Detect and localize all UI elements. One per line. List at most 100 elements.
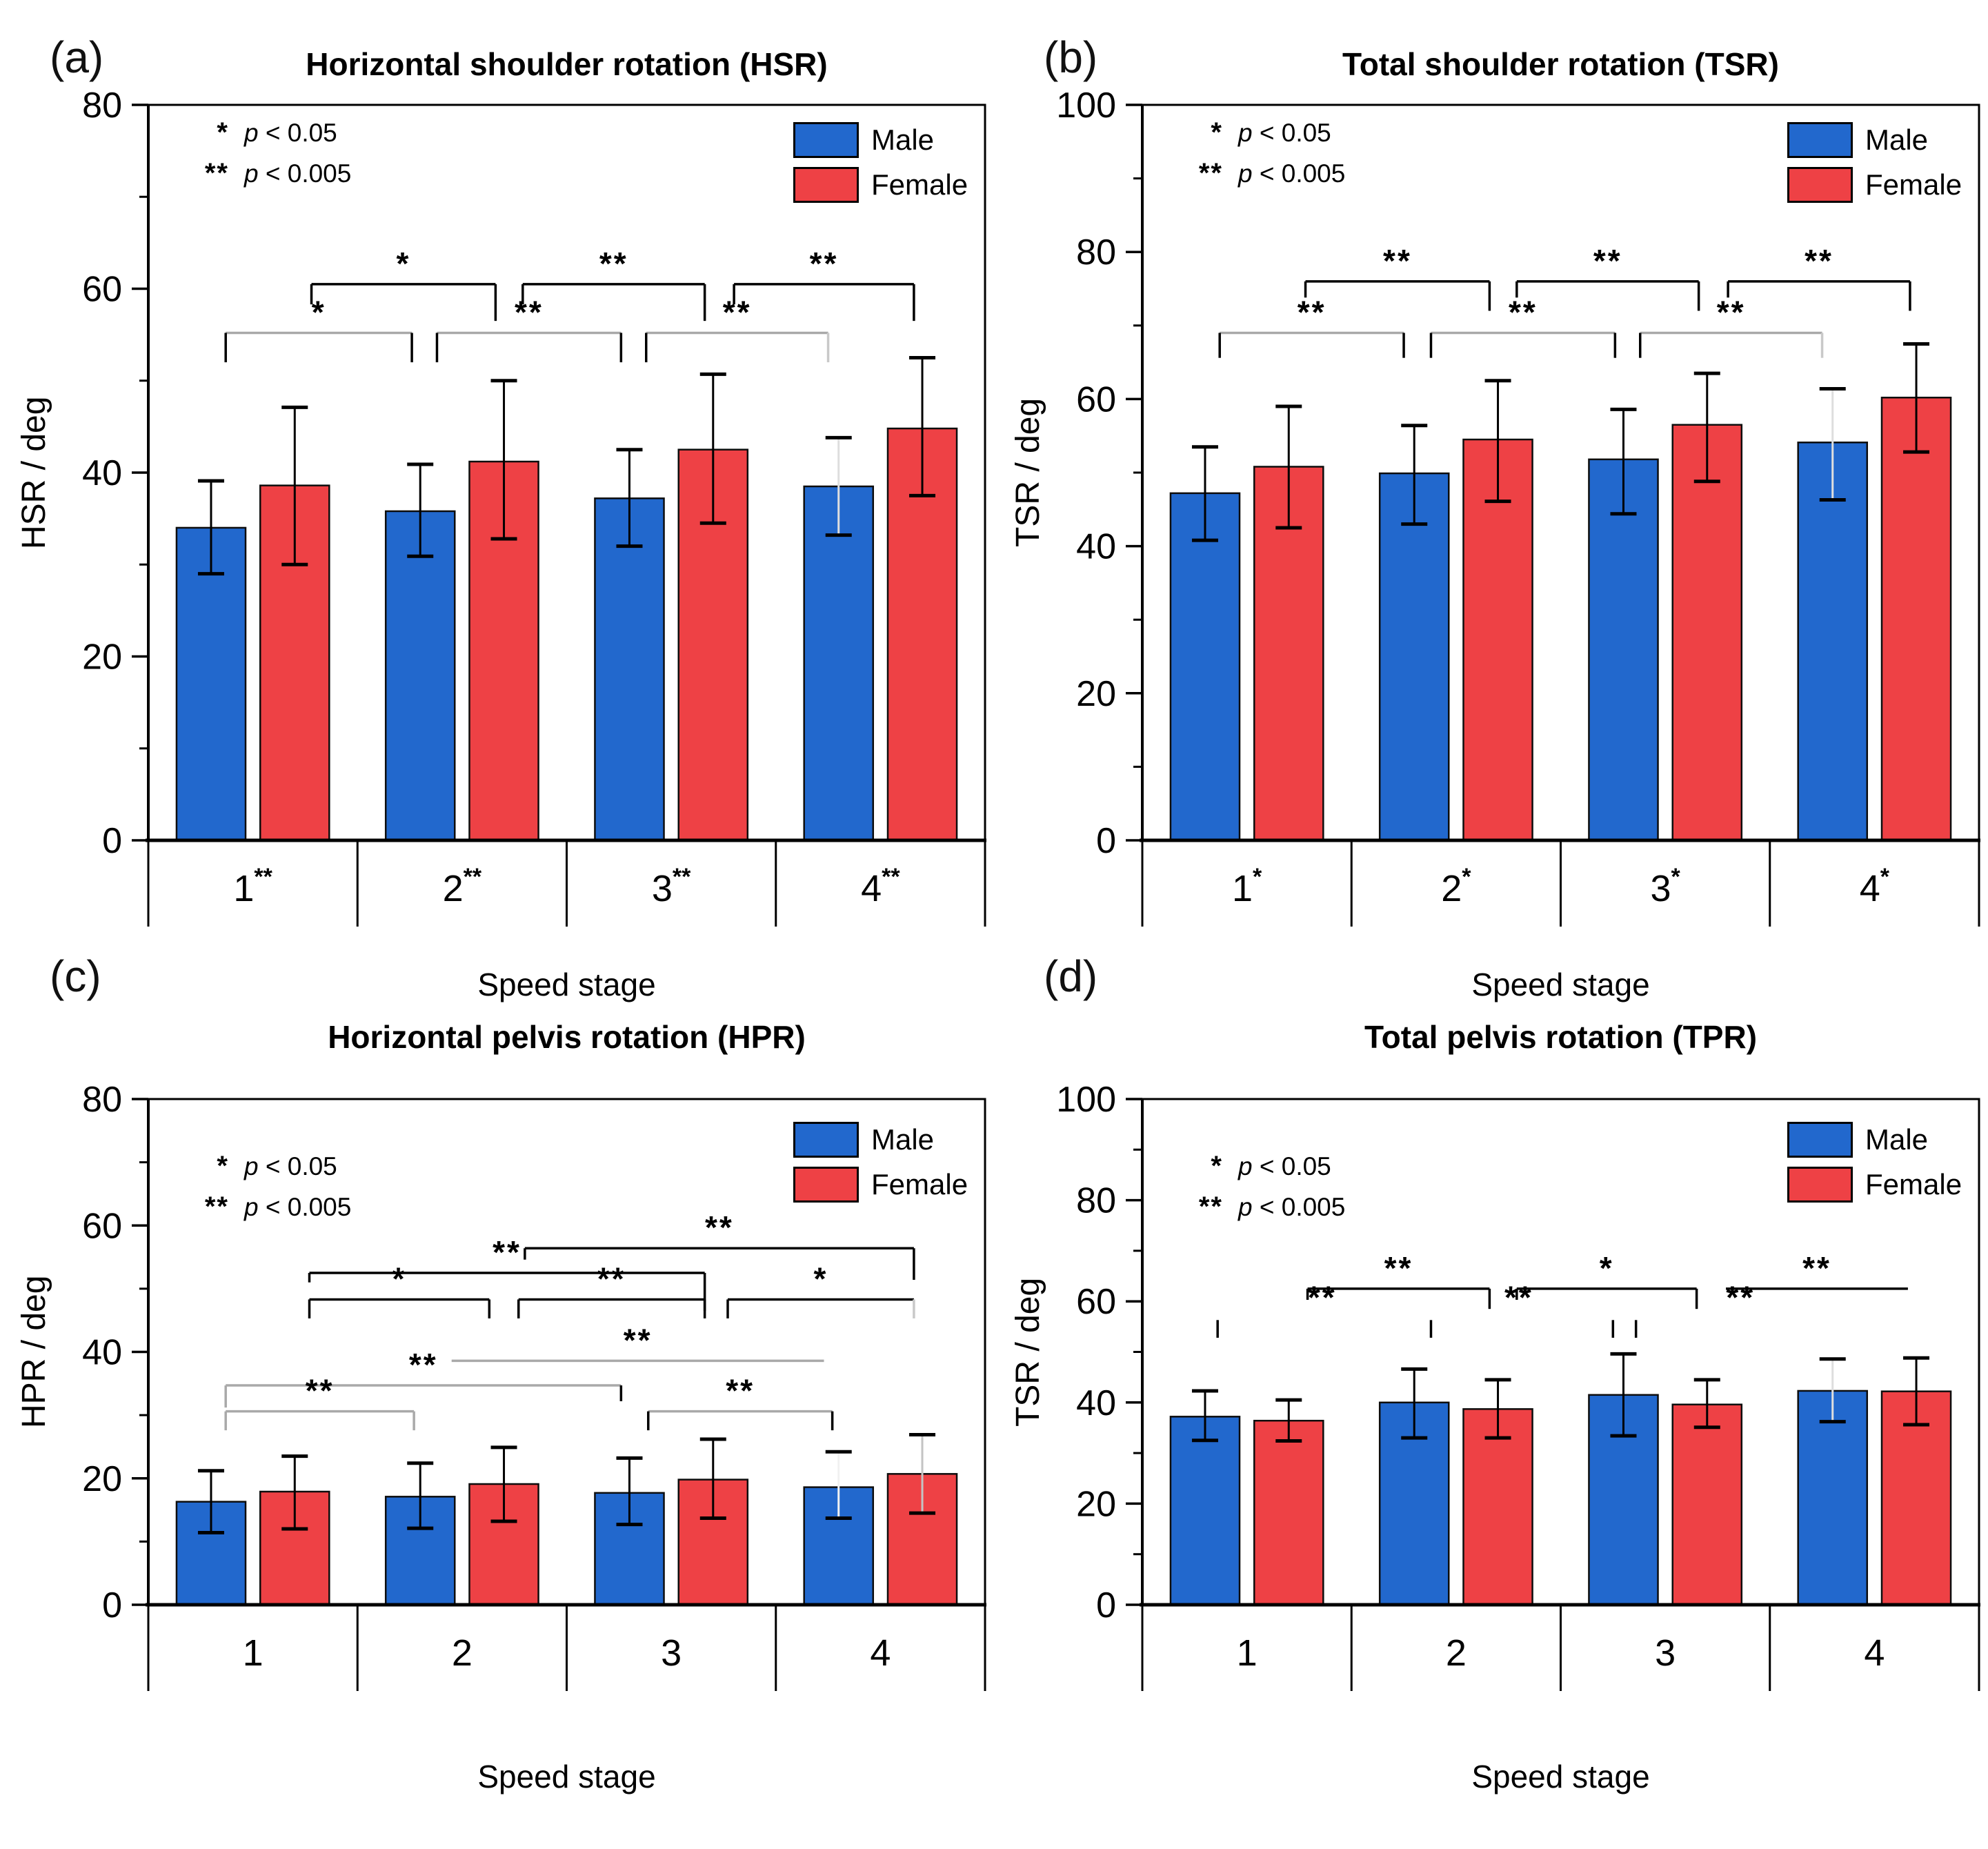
panel-c-letter: (c) [50, 951, 101, 1001]
svg-text:60: 60 [82, 270, 122, 310]
female-swatch [1787, 1167, 1853, 1203]
svg-text:0: 0 [1096, 821, 1116, 861]
panel-b-title: Total shoulder rotation (TSR) [1342, 46, 1779, 82]
svg-text:*: * [1600, 1250, 1614, 1286]
panel-d-title: Total pelvis rotation (TPR) [1364, 1019, 1758, 1055]
svg-text:4: 4 [1864, 1632, 1885, 1674]
male-swatch [1787, 1122, 1853, 1158]
female-legend-label: Female [871, 168, 968, 201]
sig-double-star: ** [1198, 1192, 1223, 1222]
male-legend-label: Male [1865, 123, 1929, 156]
panel-a-ylabel: HSR / deg [16, 396, 52, 549]
svg-text:**: ** [1308, 1279, 1337, 1315]
panel-b-letter: (b) [1044, 32, 1098, 82]
male-swatch [1787, 122, 1853, 158]
svg-text:1: 1 [1237, 1632, 1258, 1674]
female-swatch [793, 1167, 859, 1203]
panel-b-xlabel: Speed stage [1471, 967, 1650, 1002]
svg-text:2**: 2** [443, 864, 482, 909]
sig-star: * [217, 1151, 229, 1181]
sig-star: * [1211, 117, 1223, 148]
svg-text:**: ** [723, 294, 752, 330]
svg-text:**: ** [306, 1373, 335, 1409]
sig-double-star: ** [204, 158, 229, 188]
svg-text:2*: 2* [1441, 864, 1471, 909]
svg-text:3*: 3* [1650, 864, 1680, 909]
svg-text:**: ** [1384, 1250, 1413, 1286]
svg-text:20: 20 [82, 1459, 122, 1499]
svg-text:4**: 4** [861, 864, 900, 909]
svg-text:3: 3 [661, 1632, 682, 1674]
sig-star: * [217, 117, 229, 148]
male-legend-label: Male [1865, 1123, 1929, 1156]
svg-text:**: ** [1509, 294, 1538, 330]
panel-a-significance-note: * p < 0.05 ** p < 0.005 [181, 117, 351, 189]
panel-b-chart: 0 20 40 60 80 100 ** ** ** ** ** ** 1* 2* 3* 4* [1056, 86, 1980, 927]
panel-b-ylabel: TSR / deg [1010, 397, 1046, 548]
svg-text:**: ** [1717, 294, 1746, 330]
panel-a-legend: Male Female [793, 122, 968, 203]
svg-text:40: 40 [1076, 527, 1116, 567]
svg-text:60: 60 [82, 1206, 122, 1246]
svg-text:**: ** [493, 1234, 521, 1270]
panel-a-title: Horizontal shoulder rotation (HSR) [306, 46, 828, 82]
svg-text:*: * [312, 294, 326, 330]
svg-text:**: ** [624, 1322, 653, 1358]
svg-text:**: ** [599, 246, 628, 281]
panel-c-legend: Male Female [793, 1122, 968, 1203]
panel-d-legend: Male Female [1787, 1122, 1962, 1203]
svg-text:**: ** [1298, 294, 1326, 330]
female-swatch [793, 167, 859, 203]
panel-d-ylabel: TSR / deg [1010, 1277, 1046, 1427]
svg-text:40: 40 [82, 1333, 122, 1373]
svg-text:1**: 1** [233, 864, 272, 909]
svg-text:0: 0 [102, 1585, 122, 1625]
svg-text:40: 40 [1076, 1383, 1116, 1423]
male-legend-label: Male [871, 1123, 935, 1156]
svg-text:80: 80 [82, 1080, 122, 1120]
svg-text:**: ** [1726, 1279, 1755, 1315]
svg-text:80: 80 [82, 86, 122, 126]
svg-text:**: ** [810, 246, 839, 281]
svg-text:40: 40 [82, 453, 122, 493]
svg-text:0: 0 [102, 821, 122, 861]
sig-double-star: ** [1198, 158, 1223, 188]
svg-text:100: 100 [1056, 86, 1116, 126]
svg-text:**: ** [409, 1347, 438, 1383]
svg-text:4: 4 [870, 1632, 891, 1674]
female-legend-label: Female [871, 1168, 968, 1200]
svg-text:3: 3 [1655, 1632, 1676, 1674]
panel-d-significance-note: * p < 0.05 ** p < 0.005 [1175, 1151, 1345, 1223]
svg-text:*: * [392, 1260, 406, 1296]
svg-text:*: * [397, 246, 411, 281]
svg-text:100: 100 [1056, 1080, 1116, 1120]
male-swatch [793, 122, 859, 158]
panel-c-significance-note: * p < 0.05 ** p < 0.005 [181, 1151, 351, 1223]
male-swatch [793, 1122, 859, 1158]
svg-text:3**: 3** [652, 864, 691, 909]
svg-text:*: * [813, 1260, 828, 1296]
svg-text:1*: 1* [1232, 864, 1262, 909]
panel-c-ylabel: HPR / deg [16, 1275, 52, 1429]
svg-text:**: ** [1805, 243, 1833, 279]
svg-text:20: 20 [82, 637, 122, 678]
svg-text:2: 2 [1446, 1632, 1467, 1674]
panel-a-xlabel: Speed stage [477, 967, 656, 1002]
svg-text:**: ** [1593, 243, 1622, 279]
panel-a-letter: (a) [50, 32, 104, 82]
svg-text:2: 2 [452, 1632, 473, 1674]
panel-b-significance-note: * p < 0.05 ** p < 0.005 [1175, 117, 1345, 189]
female-swatch [1787, 167, 1853, 203]
panel-b-legend: Male Female [1787, 122, 1962, 203]
svg-text:1: 1 [243, 1632, 264, 1674]
svg-text:**: ** [1383, 243, 1412, 279]
panel-c-xlabel: Speed stage [477, 1759, 656, 1794]
panel-d-letter: (d) [1044, 951, 1098, 1001]
female-legend-label: Female [1865, 1168, 1962, 1200]
svg-text:**: ** [1802, 1250, 1831, 1286]
svg-text:80: 80 [1076, 1181, 1116, 1221]
